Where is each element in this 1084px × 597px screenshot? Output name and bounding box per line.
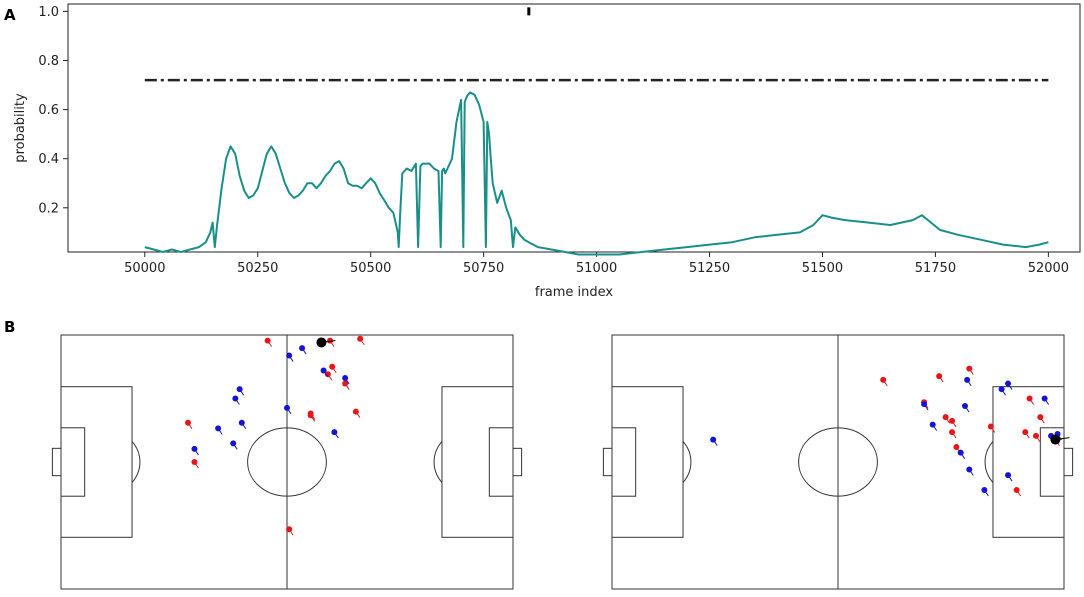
blue-player-marker	[1041, 395, 1048, 402]
blue-player-marker	[342, 374, 349, 381]
panel-a-letter: A	[4, 6, 16, 24]
center-circle	[247, 427, 327, 497]
red-player-marker	[357, 335, 364, 342]
x-tick-label: 50750	[463, 261, 504, 276]
left-goal	[51, 447, 62, 477]
left-penalty-arc	[682, 441, 692, 483]
probability-line	[144, 91, 1049, 256]
x-tick-label: 50000	[124, 261, 165, 276]
y-tick-label: 0.8	[38, 54, 59, 69]
right-goal-area	[488, 427, 514, 497]
pitch-left	[51, 334, 523, 590]
red-player-marker	[342, 380, 349, 387]
blue-player-marker	[710, 436, 717, 443]
blue-player-marker	[929, 421, 936, 428]
blue-player-marker	[286, 352, 293, 359]
x-tick-label: 52000	[1028, 261, 1069, 276]
y-tick-label: 1.0	[38, 5, 59, 20]
red-player-marker	[953, 444, 960, 451]
red-player-marker	[949, 429, 956, 436]
probability-chart: 50000 50250 50500 50750 51000 51250 51500 51750…	[13, 3, 1081, 300]
y-axis-label: probability	[13, 93, 28, 163]
x-tick-label: 51750	[915, 261, 956, 276]
blue-player-marker	[215, 425, 222, 432]
red-player-marker	[324, 371, 331, 378]
blue-player-marker	[236, 386, 243, 393]
blue-player-marker	[964, 376, 971, 383]
red-player-marker	[942, 414, 949, 421]
blue-player-marker	[957, 449, 964, 456]
left-goal	[602, 447, 613, 477]
blue-player-marker	[981, 487, 988, 494]
ball-marker	[1050, 434, 1061, 445]
y-tick-label: 0.4	[38, 152, 59, 167]
red-player-marker	[966, 365, 973, 372]
blue-player-marker	[1005, 380, 1012, 387]
blue-player-marker	[320, 367, 327, 374]
blue-player-marker	[230, 440, 237, 447]
right-goal	[512, 447, 523, 477]
blue-player-marker	[1005, 472, 1012, 479]
left-penalty-area	[611, 386, 684, 538]
red-player-marker	[329, 363, 336, 370]
left-goal-area	[611, 427, 637, 497]
red-player-marker	[1026, 395, 1033, 402]
x-axis-label: frame index	[535, 285, 614, 300]
left-penalty-area	[60, 386, 133, 538]
pitch-right	[602, 334, 1074, 590]
blue-player-marker	[191, 445, 198, 452]
red-player-marker	[949, 417, 956, 424]
blue-player-marker	[331, 429, 338, 436]
red-player-marker	[327, 337, 334, 344]
blue-player-marker	[998, 386, 1005, 393]
event-marker	[527, 7, 531, 16]
x-tick-label: 51000	[576, 261, 617, 276]
x-tick-label: 51500	[802, 261, 843, 276]
blue-player-marker	[299, 345, 306, 352]
red-player-marker	[286, 526, 293, 533]
blue-player-marker	[238, 419, 245, 426]
red-player-marker	[352, 408, 359, 415]
panel-b-letter: B	[4, 318, 15, 336]
x-tick-label: 50500	[350, 261, 391, 276]
y-axis-ticks: 0.2 0.4 0.6 0.8 1.0	[38, 5, 68, 216]
red-player-marker	[936, 373, 943, 380]
probability-series	[144, 7, 1049, 256]
blue-player-marker	[961, 402, 968, 409]
right-penalty-area	[441, 386, 514, 538]
red-player-marker	[1022, 429, 1029, 436]
blue-player-marker	[966, 466, 973, 473]
left-goal-area	[60, 427, 86, 497]
blue-player-marker	[284, 404, 290, 411]
red-player-marker	[191, 459, 198, 465]
right-penalty-arc	[433, 441, 443, 483]
red-player-marker	[1013, 487, 1020, 494]
right-penalty-arc	[984, 441, 994, 483]
blue-player-marker	[232, 395, 239, 402]
red-player-marker	[307, 412, 314, 419]
blue-player-marker	[921, 401, 928, 408]
red-player-marker	[264, 337, 271, 344]
center-circle	[798, 427, 878, 497]
y-tick-label: 0.6	[38, 103, 59, 118]
red-player-marker	[1037, 414, 1044, 421]
red-player-marker	[184, 419, 191, 426]
probability-chart-frame	[67, 3, 1081, 253]
y-tick-label: 0.2	[38, 201, 59, 216]
right-penalty-area	[992, 386, 1065, 538]
x-tick-label: 50250	[237, 261, 278, 276]
left-penalty-arc	[131, 441, 141, 483]
red-player-marker	[987, 423, 994, 430]
red-player-marker	[880, 376, 887, 383]
right-goal	[1063, 447, 1074, 477]
ball-marker	[316, 337, 327, 348]
x-tick-label: 51250	[689, 261, 730, 276]
red-player-marker	[1033, 432, 1040, 439]
x-axis-ticks: 50000 50250 50500 50750 51000 51250 51500 51750…	[124, 252, 1069, 276]
